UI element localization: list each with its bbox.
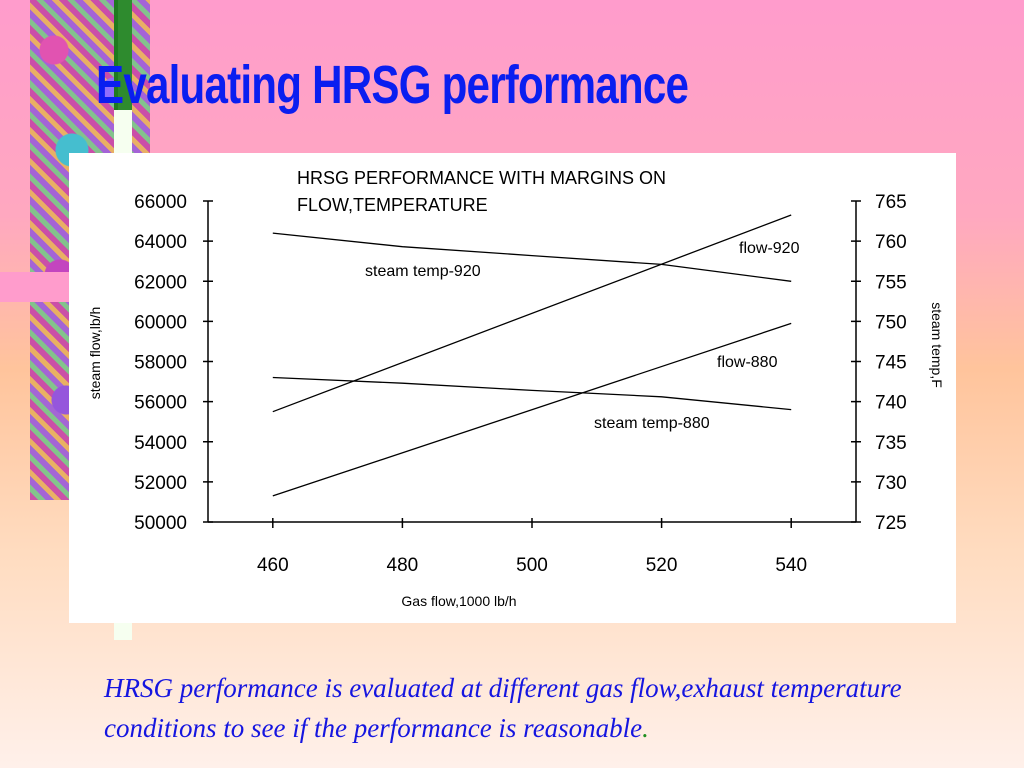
y-left-tick-label: 64000 [134,232,187,253]
chart-series [272,214,792,497]
y-right-tick-label: 730 [875,473,907,494]
series-label-steam-temp-920: steam temp-920 [365,263,481,280]
y-right-tick-label: 735 [875,433,907,454]
y-left-tick-label: 62000 [134,272,187,293]
y-right-axis-title: steam temp,F [929,302,945,388]
series-line-steam-temp-920 [272,232,792,282]
y-right-tick-label: 765 [875,192,907,213]
y-left-axis-title: steam flow,lb/h [87,307,103,400]
x-axis-title: Gas flow,1000 lb/h [401,593,516,609]
chart-ticks: 50000 52000 54000 56000 58000 60000 62000 64000… [134,192,907,576]
x-tick-label: 520 [646,555,678,576]
y-right-tick-label: 745 [875,353,907,374]
y-left-tick-label: 56000 [134,393,187,414]
x-tick-label: 460 [257,555,289,576]
y-right-tick-label: 755 [875,272,907,293]
hrsg-performance-chart: HRSG PERFORMANCE WITH MARGINS ON FLOW,TE… [87,168,945,609]
y-right-tick-label: 750 [875,312,907,333]
series-line-flow-920 [272,214,792,413]
y-left-tick-label: 66000 [134,192,187,213]
slide-title: Evaluating HRSG performance [96,55,689,115]
y-left-tick-label: 50000 [134,513,187,534]
series-label-flow-920: flow-920 [739,240,800,257]
slide-caption: HRSG performance is evaluated at differe… [104,668,1004,748]
series-label-flow-880: flow-880 [717,354,778,371]
x-tick-label: 500 [516,555,548,576]
x-tick-label: 480 [387,555,419,576]
series-label-steam-temp-880: steam temp-880 [594,415,710,432]
y-right-tick-label: 725 [875,513,907,534]
y-right-tick-label: 740 [875,393,907,414]
y-left-tick-label: 60000 [134,312,187,333]
series-line-steam-temp-880 [272,376,792,411]
chart-panel: HRSG PERFORMANCE WITH MARGINS ON FLOW,TE… [69,153,956,623]
chart-title-line-1: HRSG PERFORMANCE WITH MARGINS ON [297,168,666,188]
y-left-tick-label: 58000 [134,353,187,374]
chart-title-line-2: FLOW,TEMPERATURE [297,195,488,215]
y-right-tick-label: 760 [875,232,907,253]
x-tick-label: 540 [775,555,807,576]
caption-period: . [642,713,649,743]
y-left-tick-label: 54000 [134,433,187,454]
y-left-tick-label: 52000 [134,473,187,494]
caption-text: HRSG performance is evaluated at differe… [104,673,902,743]
series-line-flow-880 [272,322,792,497]
decorative-vertical-bar-top [118,0,132,110]
